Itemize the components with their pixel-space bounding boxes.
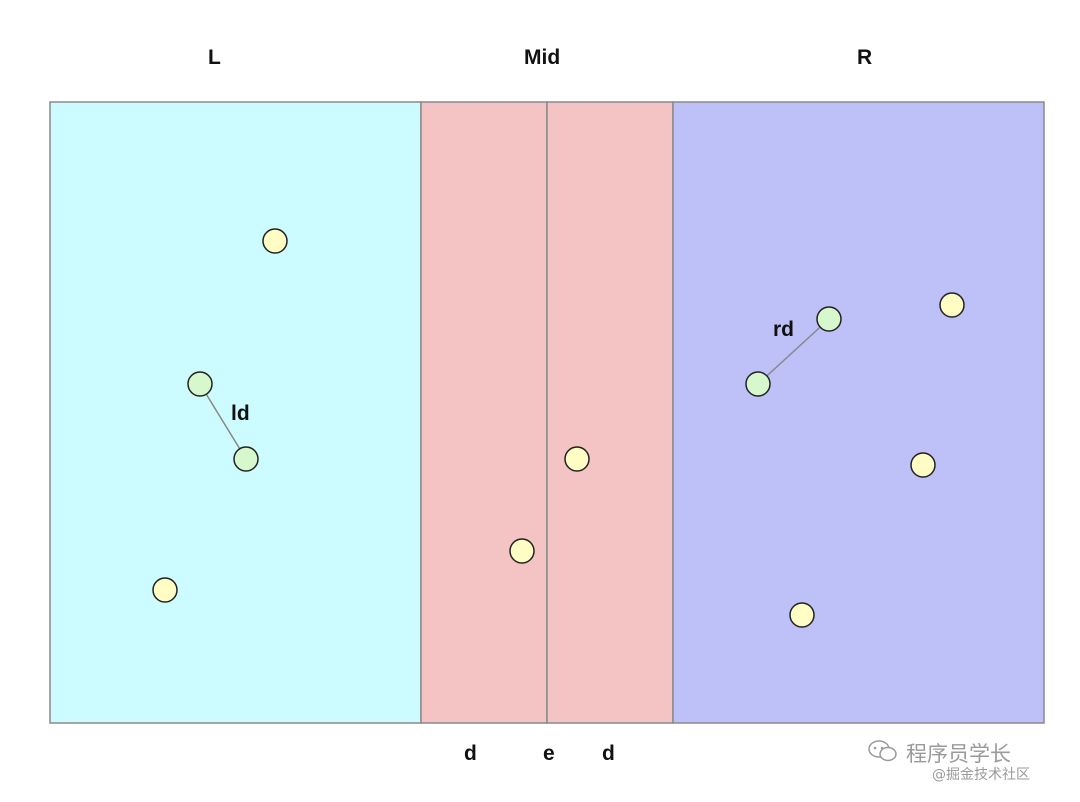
region-label-right: R bbox=[857, 46, 873, 69]
ld-segment bbox=[199, 383, 247, 460]
watermark-line1: 程序员学长 bbox=[906, 742, 1011, 766]
region-label-left: L bbox=[208, 46, 221, 69]
region-mid-left bbox=[420, 101, 548, 724]
bottom-label-d-left: d bbox=[464, 742, 477, 765]
region-left bbox=[49, 101, 422, 724]
watermark: 程序员学长 @掘金技术社区 bbox=[868, 738, 1068, 788]
watermark-line2: @掘金技术社区 bbox=[932, 767, 1030, 783]
region-label-mid: Mid bbox=[524, 46, 561, 69]
point bbox=[152, 577, 178, 603]
bottom-label-e: e bbox=[543, 742, 555, 765]
closest-pair-point-right bbox=[745, 371, 771, 397]
point bbox=[509, 538, 535, 564]
point bbox=[564, 446, 590, 472]
region-right bbox=[672, 101, 1045, 724]
closest-pair-point-left bbox=[233, 446, 259, 472]
bottom-label-d-right: d bbox=[602, 742, 615, 765]
point bbox=[262, 228, 288, 254]
point bbox=[910, 452, 936, 478]
wechat-icon bbox=[868, 740, 898, 762]
point bbox=[939, 292, 965, 318]
point bbox=[789, 602, 815, 628]
distance-label-rd: rd bbox=[773, 318, 794, 341]
distance-label-ld: ld bbox=[231, 402, 250, 425]
region-mid-right bbox=[546, 101, 674, 724]
closest-pair-point-left bbox=[187, 371, 213, 397]
closest-pair-point-right bbox=[816, 306, 842, 332]
rd-segment bbox=[757, 318, 830, 385]
